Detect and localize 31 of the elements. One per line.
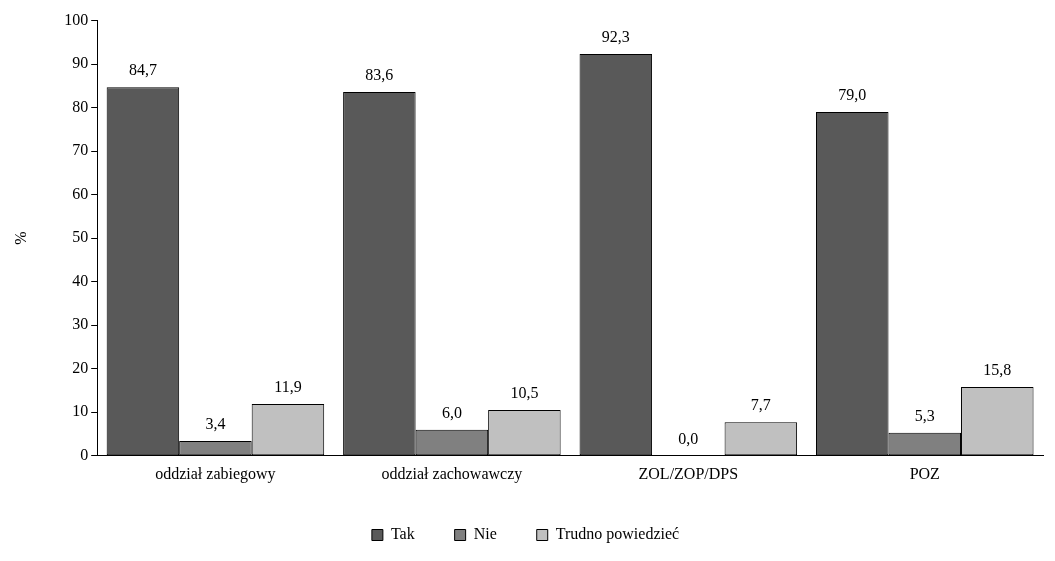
data-label: 15,8 bbox=[983, 361, 1012, 379]
y-tick-label: 40 bbox=[72, 271, 89, 289]
data-label: 83,6 bbox=[365, 66, 394, 84]
y-tick-label: 70 bbox=[72, 141, 89, 159]
y-axis-title: % bbox=[11, 231, 29, 245]
data-label: 5,3 bbox=[914, 406, 935, 424]
data-label: 3,4 bbox=[205, 415, 226, 433]
legend-label: Tak bbox=[390, 525, 415, 543]
data-label: 92,3 bbox=[601, 28, 630, 46]
y-tick-label: 10 bbox=[72, 402, 89, 420]
data-label: 6,0 bbox=[441, 403, 462, 421]
y-tick-label: 50 bbox=[72, 228, 89, 246]
data-label: 10,5 bbox=[510, 384, 539, 402]
y-tick-label: 80 bbox=[72, 97, 89, 115]
legend-label: Nie bbox=[473, 525, 497, 543]
data-label: 84,7 bbox=[128, 61, 157, 79]
x-tick-label: oddział zachowawczy bbox=[381, 464, 523, 483]
data-label: 0,0 bbox=[678, 430, 699, 447]
data-label: 79,0 bbox=[838, 86, 867, 104]
y-tick-label: 60 bbox=[72, 184, 89, 202]
data-label: 7,7 bbox=[750, 396, 771, 414]
legend-label: Trudno powiedzieć bbox=[555, 525, 680, 544]
x-tick-label: POZ bbox=[909, 464, 940, 482]
data-label: 11,9 bbox=[274, 378, 302, 396]
x-tick-label: oddział zabiegowy bbox=[155, 464, 276, 483]
y-tick-label: 30 bbox=[72, 315, 89, 333]
y-tick-label: 20 bbox=[72, 358, 89, 376]
y-tick-label: 100 bbox=[64, 10, 89, 28]
x-tick-label: ZOL/ZOP/DPS bbox=[638, 464, 739, 482]
y-tick-label: 0 bbox=[80, 446, 89, 463]
y-tick-label: 90 bbox=[72, 54, 89, 72]
